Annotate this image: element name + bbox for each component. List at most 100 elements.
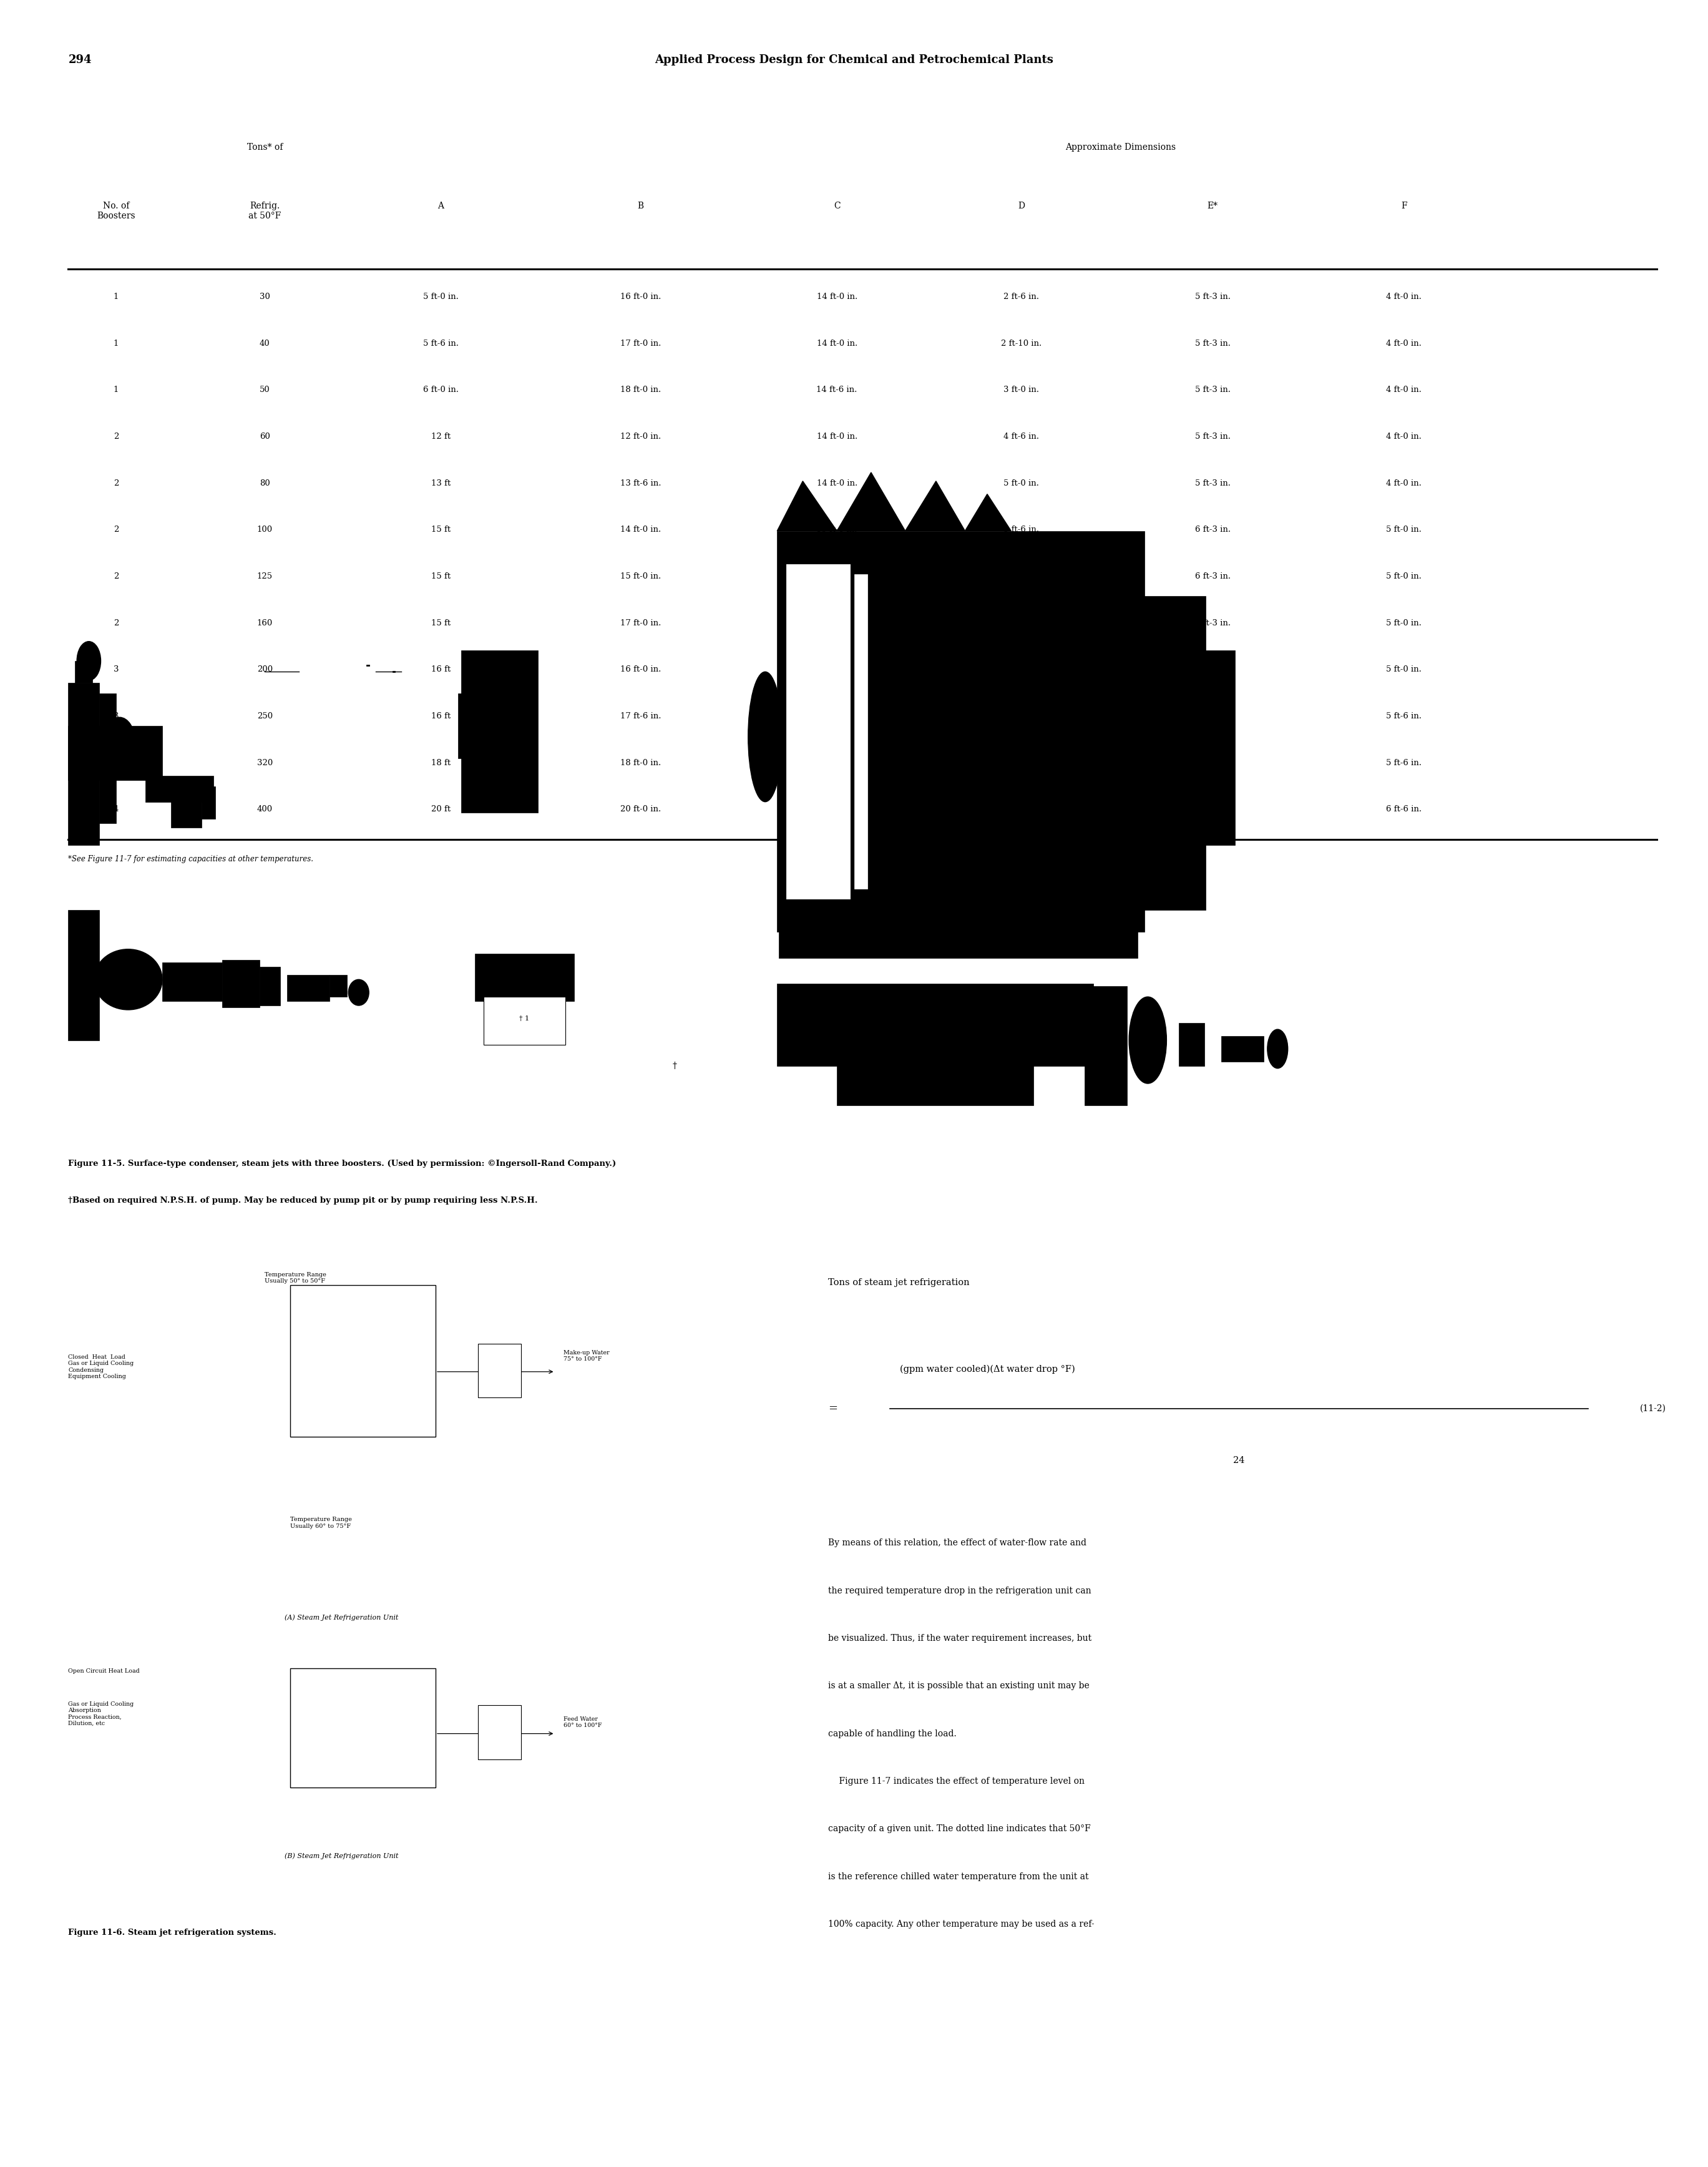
Text: Gas or Liquid Cooling
Absorption
Process Reaction,
Dilution, etc: Gas or Liquid Cooling Absorption Process… <box>68 1701 133 1727</box>
Text: 6 ft-0 in.: 6 ft-0 in. <box>424 386 458 394</box>
Text: 5 ft-0 in.: 5 ft-0 in. <box>1387 572 1421 581</box>
Text: 9 ft-0 in.: 9 ft-0 in. <box>1004 665 1038 674</box>
Text: 60: 60 <box>260 433 270 440</box>
Bar <box>99 693 116 823</box>
Text: capacity of a given unit. The dotted line indicates that 50°F: capacity of a given unit. The dotted lin… <box>828 1825 1091 1833</box>
Text: 15 ft-0 in.: 15 ft-0 in. <box>620 572 661 581</box>
Text: †: † <box>1083 787 1086 795</box>
Text: 5 ft-6 in.: 5 ft-6 in. <box>1387 713 1421 719</box>
Text: 400: 400 <box>256 806 273 813</box>
Text: E*: E* <box>1208 202 1218 210</box>
Text: 1: 1 <box>113 293 120 301</box>
Text: 16 ft: 16 ft <box>430 713 451 719</box>
Bar <box>222 960 260 1008</box>
Text: †: † <box>673 1062 676 1070</box>
Text: 17 ft-6 in.: 17 ft-6 in. <box>620 713 661 719</box>
Text: 6 ft-6 in.: 6 ft-6 in. <box>1387 806 1421 813</box>
Bar <box>461 650 538 813</box>
Text: Figure 11-7 indicates the effect of temperature level on: Figure 11-7 indicates the effect of temp… <box>828 1777 1085 1786</box>
Text: 5 ft-0 in.: 5 ft-0 in. <box>424 293 458 301</box>
Text: Approximate Dimensions: Approximate Dimensions <box>1066 143 1175 152</box>
Ellipse shape <box>94 949 162 1010</box>
Text: 16 ft-0 in.: 16 ft-0 in. <box>620 293 661 301</box>
Text: Closed  Heat  Load
Gas or Liquid Cooling
Condensing
Equipment Cooling: Closed Heat Load Gas or Liquid Cooling C… <box>68 1354 133 1380</box>
Bar <box>1204 650 1235 845</box>
Text: 10 ft-0 in.: 10 ft-0 in. <box>1001 713 1042 719</box>
Text: capable of handling the load.: capable of handling the load. <box>828 1729 956 1738</box>
Text: 5 ft-3 in.: 5 ft-3 in. <box>1196 293 1230 301</box>
Text: 3: 3 <box>113 713 120 719</box>
Text: 6 ft-9 in.: 6 ft-9 in. <box>1196 713 1230 719</box>
Ellipse shape <box>1129 997 1167 1084</box>
Text: 100: 100 <box>256 527 273 533</box>
Text: 3 ft-0 in.: 3 ft-0 in. <box>1004 386 1038 394</box>
Text: (B) Steam Jet Refrigeration Unit: (B) Steam Jet Refrigeration Unit <box>285 1853 398 1859</box>
Text: 6 ft-3 in.: 6 ft-3 in. <box>1196 572 1230 581</box>
Bar <box>202 787 215 819</box>
Text: the required temperature drop in the refrigeration unit can: the required temperature drop in the ref… <box>828 1586 1091 1595</box>
Text: 2: 2 <box>113 527 120 533</box>
Text: 4 ft-0 in.: 4 ft-0 in. <box>1387 386 1421 394</box>
Text: 18 ft: 18 ft <box>430 758 451 767</box>
Text: Open Circuit Heat Load: Open Circuit Heat Load <box>68 1669 140 1675</box>
Text: 294: 294 <box>68 54 92 65</box>
Text: 7 ft-9 in.: 7 ft-9 in. <box>1196 806 1230 813</box>
Text: 2 ft-10 in.: 2 ft-10 in. <box>1001 340 1042 347</box>
Text: 200: 200 <box>256 665 273 674</box>
Bar <box>475 953 574 1001</box>
Text: 12 ft: 12 ft <box>430 433 451 440</box>
Text: 12 ft-0 in.: 12 ft-0 in. <box>620 433 661 440</box>
Text: 20 ft: 20 ft <box>430 806 451 813</box>
Text: is at a smaller Δt, it is possible that an existing unit may be: is at a smaller Δt, it is possible that … <box>828 1682 1090 1690</box>
Text: Temperature Range
Usually 60° to 75°F: Temperature Range Usually 60° to 75°F <box>290 1517 352 1530</box>
Text: 18 ft-0 in.: 18 ft-0 in. <box>816 806 857 813</box>
Text: 1: 1 <box>113 386 120 394</box>
Bar <box>260 966 280 1005</box>
Text: 2: 2 <box>113 572 120 581</box>
Text: By means of this relation, the effect of water-flow rate and: By means of this relation, the effect of… <box>828 1539 1086 1547</box>
Polygon shape <box>837 472 905 531</box>
Bar <box>1179 1023 1204 1066</box>
Text: 6 ft-3 in.: 6 ft-3 in. <box>1196 620 1230 626</box>
Bar <box>777 531 1144 932</box>
Text: No. of
Boosters: No. of Boosters <box>97 202 135 221</box>
Text: (gpm water cooled)(Δt water drop °F): (gpm water cooled)(Δt water drop °F) <box>900 1365 1076 1374</box>
Text: Feed Water
60° to 100°F: Feed Water 60° to 100°F <box>564 1716 601 1729</box>
Text: A: A <box>437 202 444 210</box>
Bar <box>854 574 868 888</box>
Text: B: B <box>637 202 644 210</box>
Text: 5 ft-3 in.: 5 ft-3 in. <box>1196 433 1230 440</box>
Text: 5 ft-3 in.: 5 ft-3 in. <box>1196 479 1230 488</box>
Text: (A) Steam Jet Refrigeration Unit: (A) Steam Jet Refrigeration Unit <box>285 1614 398 1621</box>
Text: 14 ft-0 in.: 14 ft-0 in. <box>816 433 857 440</box>
Text: Refrig.
at 50°F: Refrig. at 50°F <box>248 202 282 221</box>
Bar <box>171 789 202 828</box>
Text: 16 ft-0 in.: 16 ft-0 in. <box>816 572 857 581</box>
Bar <box>779 919 1138 958</box>
Bar <box>478 1344 521 1398</box>
Text: 5 ft-3 in.: 5 ft-3 in. <box>1196 340 1230 347</box>
Text: 20 ft-0 in.: 20 ft-0 in. <box>620 806 661 813</box>
Text: 6 ft-9 in.: 6 ft-9 in. <box>1196 758 1230 767</box>
Text: 35° to 50°F: 35° to 50°F <box>307 1708 343 1714</box>
Text: 15 ft-0 in.: 15 ft-0 in. <box>1001 806 1042 813</box>
Bar <box>786 563 851 899</box>
Text: 250: 250 <box>256 713 273 719</box>
Text: †Based on required N.P.S.H. of pump. May be reduced by pump pit or by pump requi: †Based on required N.P.S.H. of pump. May… <box>68 1196 538 1205</box>
Polygon shape <box>905 481 965 531</box>
Text: is the reference chilled water temperature from the unit at: is the reference chilled water temperatu… <box>828 1872 1090 1881</box>
Bar <box>68 726 162 780</box>
Text: 5 ft-0 in.: 5 ft-0 in. <box>1387 665 1421 674</box>
Text: 17 ft-0 in.: 17 ft-0 in. <box>620 620 661 626</box>
Text: 14 ft-6 in.: 14 ft-6 in. <box>816 386 857 394</box>
Text: 14 ft-0 in.: 14 ft-0 in. <box>816 293 857 301</box>
Text: (11-2): (11-2) <box>1640 1404 1665 1413</box>
Bar <box>290 1669 436 1788</box>
Text: Figure 11-6. Steam jet refrigeration systems.: Figure 11-6. Steam jet refrigeration sys… <box>68 1929 277 1937</box>
Text: 14 ft-0 in.: 14 ft-0 in. <box>816 479 857 488</box>
Text: *See Figure 11-7 for estimating capacities at other temperatures.: *See Figure 11-7 for estimating capaciti… <box>68 854 314 862</box>
Text: 13 ft: 13 ft <box>430 479 451 488</box>
Ellipse shape <box>1267 1029 1288 1068</box>
Bar <box>68 683 99 845</box>
Text: 5 ft-3 in.: 5 ft-3 in. <box>1196 386 1230 394</box>
